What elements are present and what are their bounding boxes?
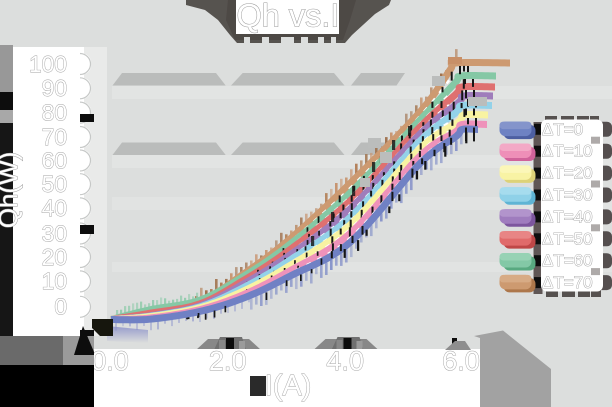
- svg-text:70: 70: [42, 124, 67, 150]
- svg-text:10: 10: [42, 268, 67, 294]
- svg-text:Qh vs.I: Qh vs.I: [237, 0, 340, 34]
- svg-text:40: 40: [42, 195, 67, 221]
- svg-text:50: 50: [42, 171, 67, 197]
- svg-text:4.0: 4.0: [326, 346, 364, 376]
- svg-text:ΔT=70: ΔT=70: [542, 273, 593, 292]
- svg-text:ΔT=10: ΔT=10: [542, 142, 593, 161]
- svg-text:0: 0: [54, 294, 67, 320]
- svg-text:ΔT=30: ΔT=30: [542, 186, 593, 205]
- svg-text:100: 100: [29, 51, 67, 77]
- svg-text:Qh(W): Qh(W): [0, 152, 23, 229]
- svg-text:ΔT=40: ΔT=40: [542, 207, 593, 226]
- svg-text:ΔT=20: ΔT=20: [542, 164, 593, 183]
- svg-text:20: 20: [42, 244, 67, 270]
- svg-text:ΔT=60: ΔT=60: [542, 251, 593, 270]
- svg-text:30: 30: [42, 220, 67, 246]
- svg-text:80: 80: [42, 99, 67, 125]
- svg-text:I(A): I(A): [265, 370, 312, 402]
- svg-text:2.0: 2.0: [209, 346, 247, 376]
- svg-text:ΔT=50: ΔT=50: [542, 229, 593, 248]
- svg-text:60: 60: [42, 147, 67, 173]
- svg-text:0.0: 0.0: [91, 346, 129, 376]
- svg-text:6.0: 6.0: [442, 346, 480, 376]
- svg-text:ΔT=0: ΔT=0: [542, 120, 583, 139]
- svg-text:90: 90: [42, 75, 67, 101]
